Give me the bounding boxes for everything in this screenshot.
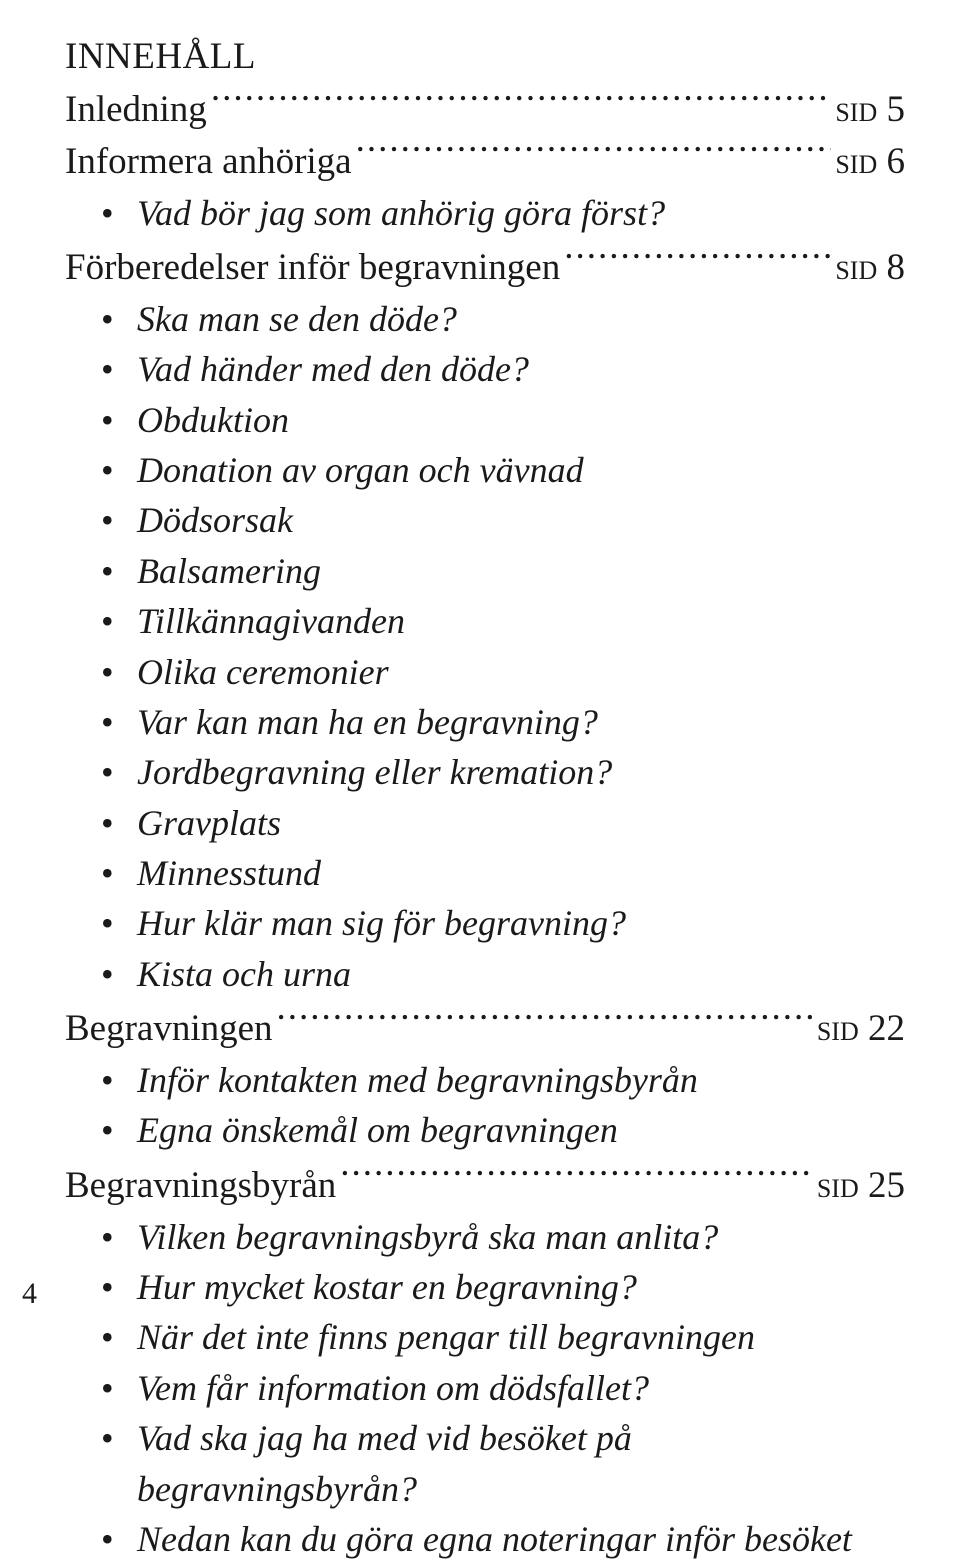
- toc-page: sid 5: [835, 84, 905, 136]
- list-item: Egna önskemål om begravningen: [137, 1105, 905, 1155]
- list-item: Vem får information om dödsfallet?: [137, 1363, 905, 1413]
- list-item: Donation av organ och vävnad: [137, 445, 905, 495]
- toc-row-begravningen: Begravningen sid 22: [65, 1003, 905, 1055]
- bullet-list: Inför kontakten med begravningsbyrån Egn…: [65, 1055, 905, 1156]
- toc-page: sid 25: [817, 1160, 905, 1212]
- list-item: Jordbegravning eller kremation?: [137, 747, 905, 797]
- toc-label: Inledning: [65, 84, 207, 136]
- toc-page: sid 6: [835, 136, 905, 188]
- toc-row-inledning: Inledning sid 5: [65, 84, 905, 136]
- toc-label: Begravningen: [65, 1003, 273, 1055]
- list-item: Gravplats: [137, 798, 905, 848]
- toc-leader: [340, 1160, 813, 1197]
- list-item: Olika ceremonier: [137, 647, 905, 697]
- page: INNEHÅLL Inledning sid 5 Informera anhör…: [0, 0, 960, 1335]
- list-item: Nedan kan du göra egna noteringar inför …: [137, 1514, 905, 1564]
- toc-page: sid 22: [817, 1003, 905, 1055]
- page-number: 4: [22, 1277, 37, 1311]
- list-item: Dödsorsak: [137, 495, 905, 545]
- toc-label: Informera anhöriga: [65, 136, 352, 188]
- list-item: Hur klär man sig för begravning?: [137, 898, 905, 948]
- list-item: Tillkännagivanden: [137, 596, 905, 646]
- list-item: Vad händer med den döde?: [137, 344, 905, 394]
- list-item: Obduktion: [137, 395, 905, 445]
- list-item: Vad ska jag ha med vid besöket på begrav…: [137, 1413, 905, 1514]
- toc-row-informera: Informera anhöriga sid 6: [65, 136, 905, 188]
- list-item: Ska man se den döde?: [137, 294, 905, 344]
- list-item: Vilken begravningsbyrå ska man anlita?: [137, 1212, 905, 1262]
- toc-row-begravningsbyran: Begravningsbyrån sid 25: [65, 1160, 905, 1212]
- toc-page: sid 8: [835, 242, 905, 294]
- list-item: När det inte finns pengar till begravnin…: [137, 1312, 905, 1362]
- list-item: Var kan man ha en begravning?: [137, 697, 905, 747]
- toc-label: Förberedelser inför begravningen: [65, 242, 560, 294]
- list-item: Kista och urna: [137, 949, 905, 999]
- toc-leader: [277, 1003, 813, 1040]
- list-item: Vad bör jag som anhörig göra först?: [137, 188, 905, 238]
- toc-title: INNEHÅLL: [65, 35, 905, 78]
- list-item: Inför kontakten med begravningsbyrån: [137, 1055, 905, 1105]
- toc-label: Begravningsbyrån: [65, 1160, 336, 1212]
- toc-row-forberedelser: Förberedelser inför begravningen sid 8: [65, 242, 905, 294]
- toc-leader: [211, 84, 832, 121]
- bullet-list: Vilken begravningsbyrå ska man anlita? H…: [65, 1212, 905, 1564]
- toc-leader: [564, 242, 831, 279]
- list-item: Balsamering: [137, 546, 905, 596]
- toc-leader: [356, 136, 832, 173]
- bullet-list: Ska man se den döde? Vad händer med den …: [65, 294, 905, 999]
- list-item: Minnesstund: [137, 848, 905, 898]
- list-item: Hur mycket kostar en begravning?: [137, 1262, 905, 1312]
- bullet-list: Vad bör jag som anhörig göra först?: [65, 188, 905, 238]
